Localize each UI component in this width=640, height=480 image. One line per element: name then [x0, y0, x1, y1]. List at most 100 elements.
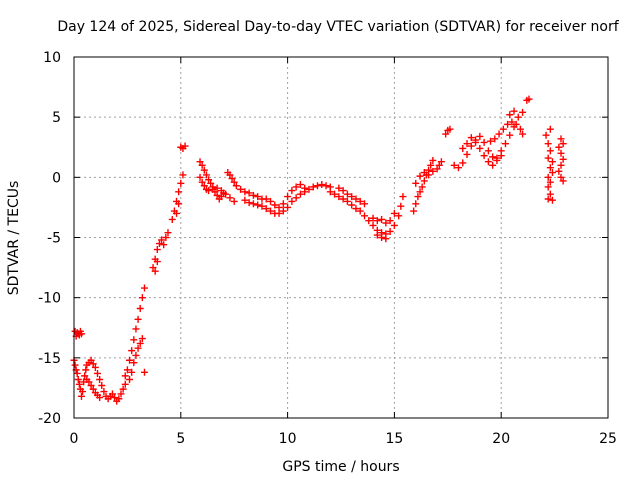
- data-point: [249, 200, 257, 208]
- data-point: [416, 172, 424, 180]
- data-point: [77, 330, 85, 338]
- data-point: [130, 359, 138, 367]
- data-point: [559, 140, 567, 148]
- data-point: [546, 190, 554, 198]
- data-point: [390, 221, 398, 229]
- data-point: [322, 182, 330, 190]
- data-point: [140, 284, 148, 292]
- plot-frame: [73, 56, 609, 419]
- x-tick-label: 10: [279, 431, 297, 447]
- data-point: [378, 215, 386, 223]
- data-point: [546, 125, 554, 133]
- data-point: [516, 125, 524, 133]
- data-point: [519, 130, 527, 138]
- data-point: [360, 212, 368, 220]
- data-point: [98, 382, 106, 390]
- data-point: [399, 193, 407, 201]
- data-point: [435, 161, 443, 169]
- data-point: [96, 394, 104, 402]
- data-point: [181, 142, 189, 150]
- data-point: [196, 158, 204, 166]
- data-point: [89, 385, 97, 393]
- data-point: [508, 118, 516, 126]
- data-point: [343, 197, 351, 205]
- data-point: [416, 188, 424, 196]
- data-point: [418, 183, 426, 191]
- x-tick-label: 15: [385, 431, 403, 447]
- y-tick-label: -15: [38, 351, 61, 367]
- y-tick-label: 0: [52, 170, 61, 186]
- data-point: [140, 368, 148, 376]
- data-point: [205, 187, 213, 195]
- data-point: [546, 178, 554, 186]
- data-point: [138, 294, 146, 302]
- data-point: [348, 201, 356, 209]
- data-point: [446, 125, 454, 133]
- data-point: [275, 203, 283, 211]
- data-point: [544, 195, 552, 203]
- data-point: [390, 209, 398, 217]
- data-point: [491, 135, 499, 143]
- data-point: [136, 339, 144, 347]
- data-point: [121, 380, 129, 388]
- data-point: [134, 344, 142, 352]
- data-point: [557, 161, 565, 169]
- x-axis-label: GPS time / hours: [282, 459, 399, 475]
- data-point: [262, 195, 270, 203]
- data-point: [288, 197, 296, 205]
- data-point: [557, 173, 565, 181]
- data-point: [442, 130, 450, 138]
- data-point: [382, 219, 390, 227]
- data-point: [546, 164, 554, 172]
- data-point: [544, 154, 552, 162]
- data-point: [254, 201, 262, 209]
- data-point: [519, 108, 527, 116]
- x-tick-label: 25: [599, 431, 617, 447]
- data-point: [267, 197, 275, 205]
- data-point: [352, 195, 360, 203]
- data-point: [425, 171, 433, 179]
- data-point: [499, 125, 507, 133]
- data-point: [275, 209, 283, 217]
- data-point: [373, 231, 381, 239]
- data-point: [429, 156, 437, 164]
- data-point: [77, 392, 85, 400]
- data-point: [200, 166, 208, 174]
- data-point: [123, 366, 131, 374]
- data-point: [164, 229, 172, 237]
- data-point: [132, 351, 140, 359]
- data-point: [467, 134, 475, 142]
- data-point: [158, 236, 166, 244]
- data-point: [501, 140, 509, 148]
- data-point: [480, 138, 488, 146]
- data-point: [249, 191, 257, 199]
- data-point: [175, 188, 183, 196]
- data-point: [476, 144, 484, 152]
- data-point: [126, 356, 134, 364]
- data-point: [284, 193, 292, 201]
- data-point: [121, 372, 129, 380]
- y-tick-label: 5: [52, 110, 61, 126]
- data-point: [108, 390, 116, 398]
- y-tick-label: -10: [38, 291, 61, 307]
- data-point: [91, 363, 99, 371]
- data-point: [245, 199, 253, 207]
- data-point: [548, 196, 556, 204]
- data-point: [544, 183, 552, 191]
- data-point: [369, 221, 377, 229]
- data-point: [309, 183, 317, 191]
- data-point: [205, 176, 213, 184]
- data-point: [544, 140, 552, 148]
- data-point: [230, 178, 238, 186]
- data-point: [548, 169, 556, 177]
- data-point: [284, 203, 292, 211]
- data-point: [459, 159, 467, 167]
- data-point: [352, 205, 360, 213]
- data-point: [119, 385, 127, 393]
- data-point: [87, 382, 95, 390]
- data-point: [271, 201, 279, 209]
- data-point: [331, 190, 339, 198]
- data-point: [128, 347, 136, 355]
- grid-lines: [74, 57, 608, 418]
- data-point: [232, 182, 240, 190]
